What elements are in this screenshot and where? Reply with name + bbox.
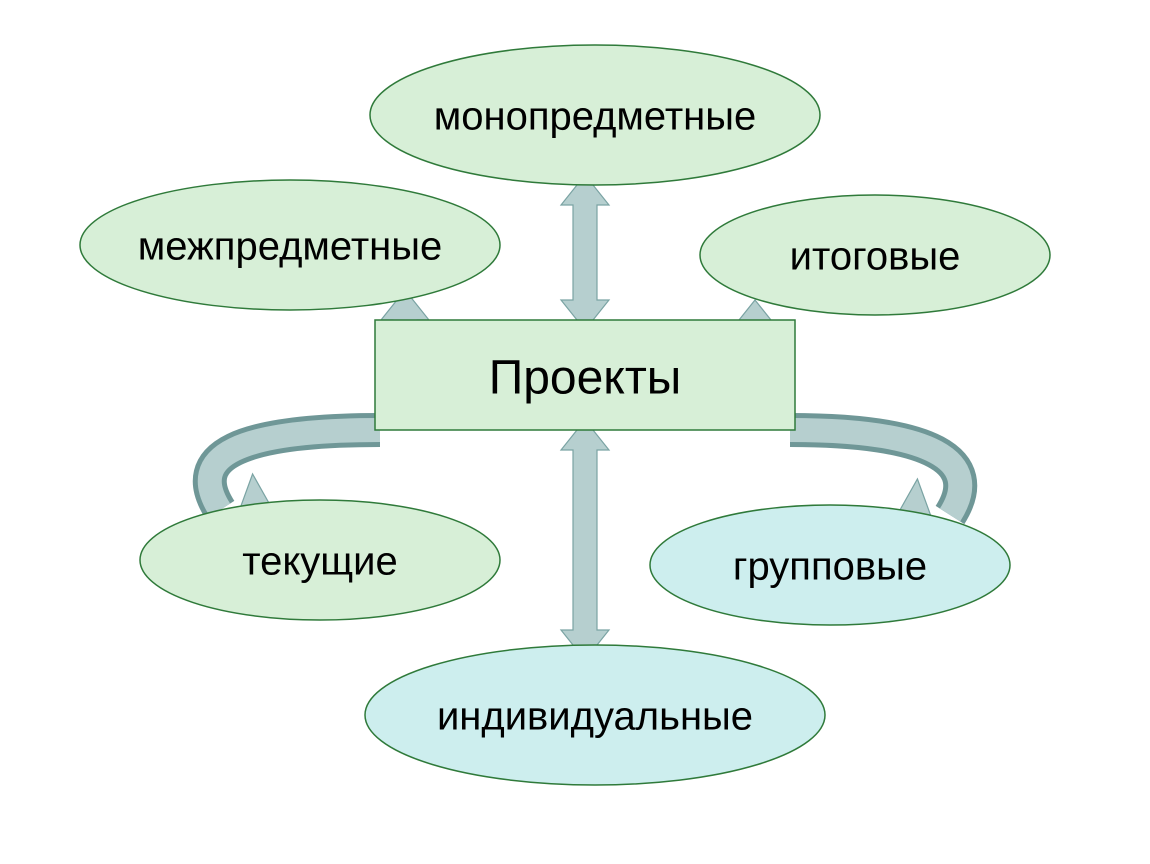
node-label-final: итоговые [790, 235, 961, 279]
node-final: итоговые [700, 195, 1050, 315]
node-mono: монопредметные [370, 45, 820, 185]
center-node: Проекты [375, 320, 795, 430]
curved-arrow-shaft [210, 430, 380, 510]
node-label-inter: межпредметные [138, 225, 443, 269]
node-label-current: текущие [242, 540, 398, 584]
node-current: текущие [140, 500, 500, 620]
node-group: групповые [650, 505, 1010, 625]
double-arrow-icon [561, 420, 609, 660]
node-inter: межпредметные [80, 180, 500, 310]
diagram-canvas: монопредметные межпредметные итоговые текущ… [0, 0, 1150, 864]
node-indiv: индивидуальные [365, 645, 825, 785]
double-arrow-icon [561, 175, 609, 330]
center-label: Проекты [489, 352, 682, 405]
node-label-indiv: индивидуальные [437, 695, 753, 739]
node-label-group: групповые [733, 545, 927, 589]
node-label-mono: монопредметные [434, 95, 757, 139]
